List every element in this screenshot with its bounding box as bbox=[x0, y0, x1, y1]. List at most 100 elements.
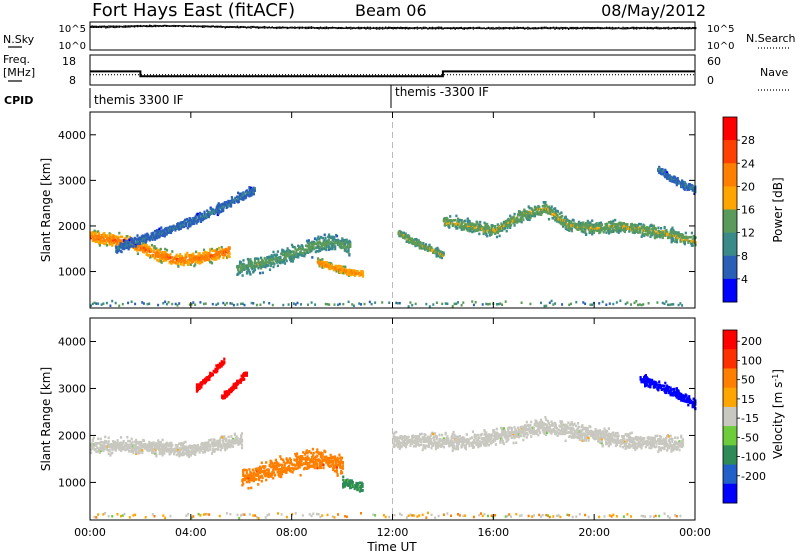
echo-cell bbox=[495, 235, 499, 239]
echo-cell bbox=[267, 264, 270, 267]
echo-cell bbox=[326, 303, 329, 306]
echo-cell bbox=[321, 258, 324, 261]
echo-cell bbox=[600, 223, 603, 226]
echo-cell bbox=[155, 247, 158, 250]
echo-cell bbox=[273, 262, 276, 266]
noise-point bbox=[590, 27, 592, 30]
echo-cell bbox=[138, 451, 141, 455]
noise-point bbox=[407, 28, 409, 30]
echo-cell bbox=[328, 233, 331, 237]
echo-cell bbox=[335, 234, 339, 238]
echo-cell bbox=[598, 224, 601, 227]
echo-cell bbox=[291, 245, 294, 249]
echo-cell bbox=[291, 260, 294, 263]
echo-cell bbox=[552, 217, 555, 220]
echo-cell bbox=[251, 267, 254, 271]
echo-cell bbox=[319, 259, 322, 262]
echo-cell bbox=[138, 244, 141, 247]
noise-point bbox=[344, 27, 346, 29]
noise-point bbox=[159, 25, 161, 27]
echo-cell bbox=[451, 305, 454, 308]
echo-cell bbox=[255, 303, 258, 307]
echo-cell bbox=[178, 442, 181, 445]
noise-point bbox=[238, 27, 240, 29]
noise-point bbox=[136, 24, 139, 27]
noise-point bbox=[226, 26, 228, 28]
noise-point bbox=[189, 25, 192, 27]
echo-cell bbox=[460, 304, 463, 307]
noise-point bbox=[306, 26, 308, 29]
noise-point bbox=[545, 27, 547, 29]
echo-cell bbox=[282, 253, 285, 257]
echo-cell bbox=[328, 263, 331, 266]
echo-cell bbox=[109, 446, 112, 449]
echo-cell bbox=[152, 249, 155, 252]
echo-cell bbox=[154, 238, 157, 241]
echo-cell bbox=[284, 252, 287, 255]
noise-point bbox=[462, 28, 464, 30]
echo-cell bbox=[329, 247, 332, 251]
echo-cell bbox=[208, 213, 211, 216]
echo-cell bbox=[203, 210, 206, 214]
echo-cell bbox=[665, 300, 668, 303]
echo-cell bbox=[681, 238, 684, 242]
echo-cell bbox=[222, 249, 225, 252]
noise-point bbox=[232, 26, 234, 28]
noise-point bbox=[448, 27, 450, 29]
noise-point bbox=[554, 28, 556, 30]
echo-cell bbox=[153, 246, 156, 249]
echo-cell bbox=[97, 232, 101, 235]
echo-cell bbox=[308, 248, 311, 252]
noise-point bbox=[658, 28, 661, 30]
echo-cell bbox=[142, 248, 145, 252]
echo-cell bbox=[494, 232, 497, 235]
noise-point bbox=[307, 26, 310, 28]
echo-cell bbox=[147, 233, 150, 237]
echo-cell bbox=[295, 251, 298, 254]
noise-point bbox=[447, 27, 449, 30]
echo-cell bbox=[118, 231, 121, 235]
power-scatter bbox=[90, 112, 697, 308]
noise-point bbox=[587, 27, 589, 29]
noise-point bbox=[536, 28, 538, 30]
echo-cell bbox=[554, 213, 557, 217]
noise-point bbox=[692, 27, 694, 29]
echo-cell bbox=[144, 233, 147, 237]
echo-cell bbox=[144, 248, 147, 251]
echo-cell bbox=[90, 304, 92, 307]
echo-cell bbox=[686, 238, 689, 242]
noise-point bbox=[336, 27, 338, 30]
echo-cell bbox=[457, 223, 460, 227]
echo-cell bbox=[453, 302, 456, 306]
noise-point bbox=[262, 27, 264, 29]
echo-cell bbox=[290, 250, 293, 254]
echo-cell bbox=[338, 264, 341, 268]
echo-cell bbox=[124, 237, 127, 240]
noise-point bbox=[97, 25, 99, 28]
noise-point bbox=[306, 27, 308, 30]
echo-cell bbox=[324, 262, 327, 266]
noise-point bbox=[453, 27, 455, 29]
echo-cell bbox=[648, 228, 651, 231]
echo-cell bbox=[109, 304, 112, 307]
echo-cell bbox=[106, 237, 109, 240]
echo-cell bbox=[244, 196, 248, 199]
echo-cell bbox=[496, 231, 499, 235]
echo-cell bbox=[167, 231, 170, 234]
echo-cell bbox=[340, 239, 343, 243]
noise-point bbox=[646, 26, 648, 29]
echo-cell bbox=[388, 301, 391, 304]
noise-point bbox=[214, 25, 216, 28]
echo-cell bbox=[185, 254, 188, 257]
echo-cell bbox=[147, 446, 150, 450]
noise-point bbox=[103, 26, 105, 28]
noise-point bbox=[617, 27, 620, 29]
echo-cell bbox=[643, 224, 646, 227]
noise-point bbox=[673, 27, 676, 29]
noise-point bbox=[91, 25, 93, 27]
noise-point bbox=[518, 27, 520, 30]
noise-point bbox=[623, 28, 626, 30]
noise-point bbox=[521, 27, 523, 29]
echo-cell bbox=[91, 302, 94, 306]
noise-point bbox=[593, 27, 596, 30]
